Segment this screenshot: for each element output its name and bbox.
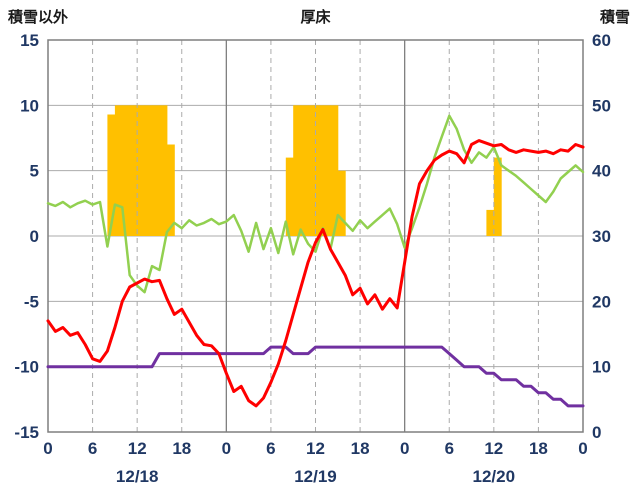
svg-text:0: 0: [43, 439, 52, 458]
svg-text:12: 12: [306, 439, 325, 458]
svg-text:-15: -15: [14, 423, 39, 442]
svg-text:0: 0: [222, 439, 231, 458]
svg-text:18: 18: [529, 439, 548, 458]
svg-text:12/18: 12/18: [116, 467, 159, 486]
svg-text:-10: -10: [14, 358, 39, 377]
svg-text:15: 15: [20, 31, 39, 50]
svg-text:18: 18: [351, 439, 370, 458]
svg-text:12: 12: [484, 439, 503, 458]
right-axis-title: 積雪: [599, 9, 630, 26]
svg-text:6: 6: [445, 439, 454, 458]
svg-text:18: 18: [172, 439, 191, 458]
svg-text:40: 40: [592, 162, 611, 181]
svg-text:5: 5: [30, 162, 39, 181]
svg-text:20: 20: [592, 292, 611, 311]
svg-text:0: 0: [400, 439, 409, 458]
svg-text:0: 0: [578, 439, 587, 458]
svg-text:30: 30: [592, 227, 611, 246]
svg-text:-5: -5: [24, 292, 39, 311]
svg-text:6: 6: [266, 439, 275, 458]
svg-text:6: 6: [88, 439, 97, 458]
svg-text:10: 10: [592, 358, 611, 377]
svg-text:0: 0: [592, 423, 601, 442]
left-axis-title: 積雪以外: [8, 9, 69, 26]
svg-text:50: 50: [592, 96, 611, 115]
svg-text:12: 12: [128, 439, 147, 458]
svg-text:12/19: 12/19: [294, 467, 337, 486]
chart-title: 厚床: [300, 9, 331, 26]
svg-text:0: 0: [30, 227, 39, 246]
svg-text:60: 60: [592, 31, 611, 50]
svg-text:12/20: 12/20: [473, 467, 516, 486]
svg-text:10: 10: [20, 96, 39, 115]
